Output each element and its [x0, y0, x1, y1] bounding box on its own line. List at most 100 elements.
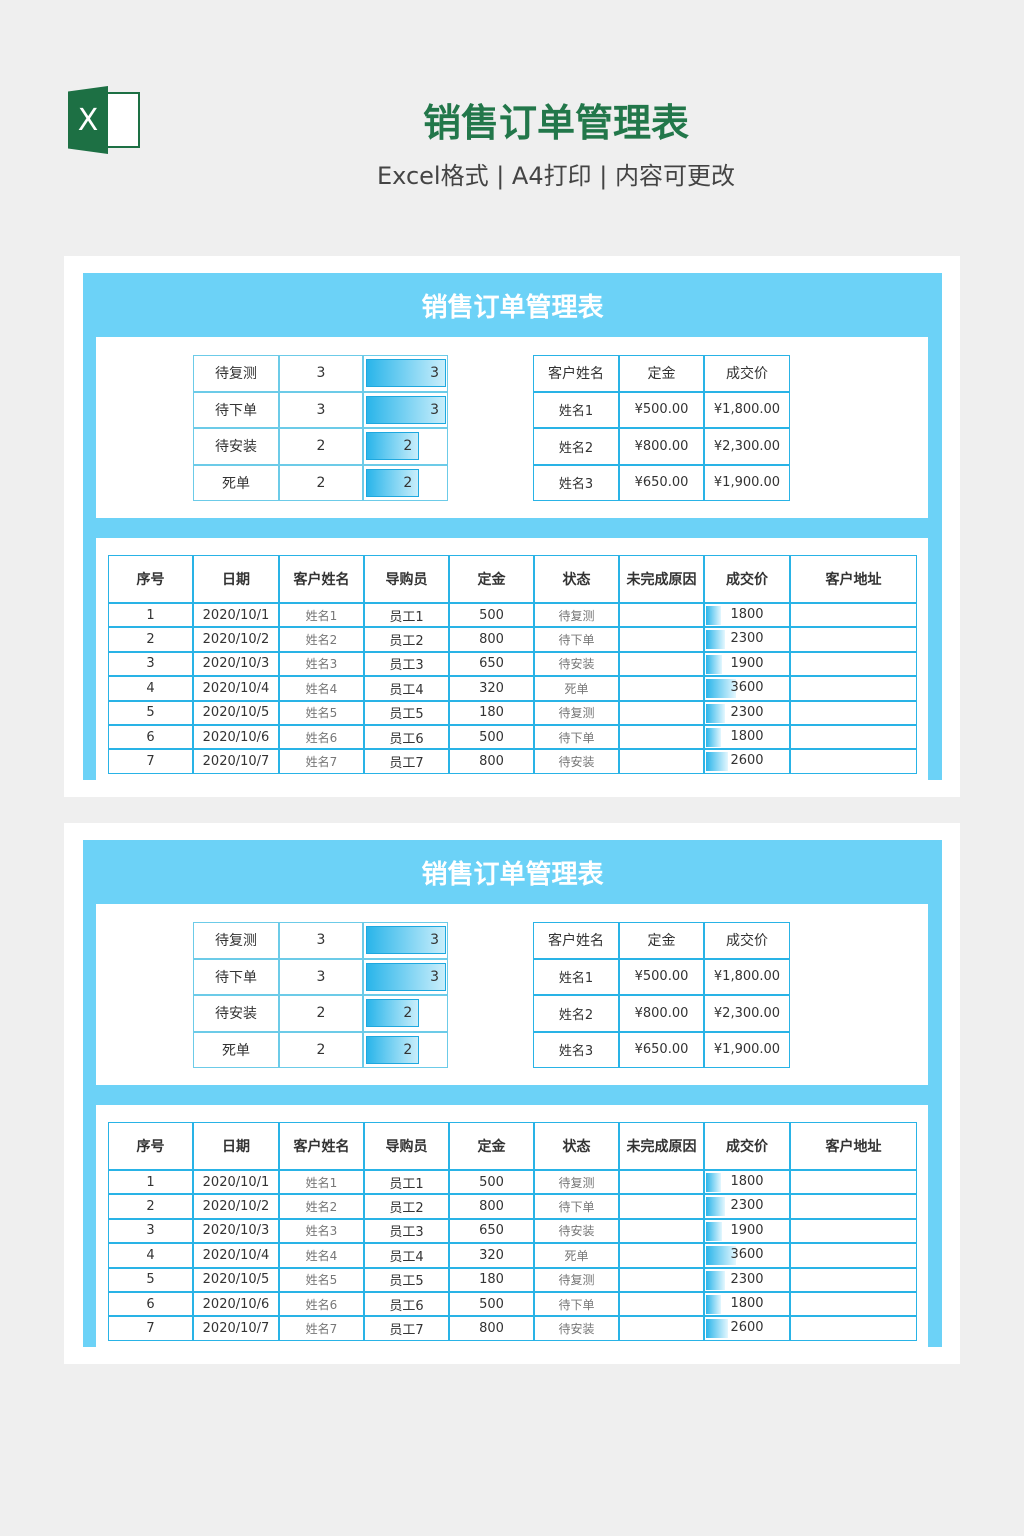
orders-cell: 姓名6	[279, 1292, 364, 1317]
orders-cell	[790, 725, 917, 750]
orders-cell: 待下单	[534, 1292, 619, 1317]
price-bar	[706, 1319, 728, 1339]
orders-cell: 800	[449, 749, 534, 774]
price-cell: 2300	[704, 1194, 790, 1219]
status-bar: 3	[366, 359, 446, 388]
orders-header: 日期	[193, 555, 279, 603]
status-count: 3	[279, 355, 363, 392]
status-count: 3	[279, 922, 363, 959]
price-cell: 1800	[704, 1292, 790, 1317]
orders-area: 序号 日期 客户姓名 导购员 定金 状态 未完成原因 成交价 客户地址 1 2020/10/1 姓名1…	[96, 1105, 928, 1347]
customer-header: 定金	[619, 922, 704, 959]
orders-cell: 待复测	[534, 1267, 619, 1292]
orders-cell	[790, 1316, 917, 1341]
customer-cell: 姓名1	[533, 391, 619, 428]
orders-cell: 2020/10/2	[193, 627, 279, 652]
orders-cell: 800	[449, 1316, 534, 1341]
orders-header: 状态	[534, 555, 619, 603]
price-cell: 3600	[704, 676, 790, 701]
customer-header: 成交价	[704, 922, 790, 959]
status-count: 2	[279, 1031, 363, 1068]
orders-cell: 待复测	[534, 603, 619, 628]
status-bar-cell: 2	[363, 1031, 448, 1068]
customer-header: 定金	[619, 355, 704, 392]
orders-cell: 2020/10/7	[193, 1316, 279, 1341]
customer-header: 客户姓名	[533, 922, 619, 959]
orders-cell	[790, 1194, 917, 1219]
orders-cell: 员工2	[364, 627, 449, 652]
orders-cell: 500	[449, 603, 534, 628]
orders-cell	[790, 1218, 917, 1244]
price-text: 1800	[730, 607, 764, 622]
orders-cell: 1	[108, 603, 193, 628]
price-bar	[706, 1295, 721, 1314]
price-bar	[706, 728, 721, 747]
orders-cell	[619, 1267, 704, 1292]
price-bar	[706, 630, 726, 650]
orders-cell: 4	[108, 1243, 193, 1268]
customer-cell: 姓名3	[533, 464, 619, 501]
status-bar: 2	[366, 1035, 420, 1064]
orders-cell: 2020/10/2	[193, 1194, 279, 1219]
orders-header: 未完成原因	[619, 555, 704, 603]
status-bar: 2	[366, 432, 420, 461]
orders-cell	[790, 603, 917, 628]
orders-cell: 650	[449, 651, 534, 677]
price-bar	[706, 654, 722, 674]
customer-cell: 姓名3	[533, 1031, 619, 1068]
orders-cell: 2	[108, 627, 193, 652]
price-bar	[706, 1221, 722, 1241]
orders-cell	[619, 1243, 704, 1268]
price-bar	[706, 752, 728, 772]
orders-header: 导购员	[364, 555, 449, 603]
orders-cell: 2020/10/5	[193, 1267, 279, 1292]
status-bar: 2	[366, 468, 420, 497]
status-count: 2	[279, 464, 363, 501]
orders-cell: 姓名6	[279, 725, 364, 750]
orders-cell: 320	[449, 676, 534, 701]
orders-cell: 姓名1	[279, 603, 364, 628]
price-text: 2300	[730, 704, 764, 720]
price-cell: 2600	[704, 1316, 790, 1341]
sheet-frame: 销售订单管理表 待复测 3 3 待下单 3 3 待安装 2 2 死单 2 2 客户姓名 定金 成交价 姓名1 ¥5…	[83, 273, 942, 780]
orders-header: 客户姓名	[279, 555, 364, 603]
orders-cell: 800	[449, 1194, 534, 1219]
price-text: 1800	[730, 729, 764, 744]
status-label: 死单	[193, 1031, 279, 1068]
orders-cell: 待安装	[534, 1316, 619, 1341]
orders-cell	[619, 676, 704, 701]
price-text: 2600	[730, 753, 764, 769]
page-subtitle: Excel格式 | A4打印 | 内容可更改	[377, 162, 735, 190]
orders-cell: 待下单	[534, 627, 619, 652]
orders-header: 序号	[108, 555, 193, 603]
orders-cell: 姓名7	[279, 1316, 364, 1341]
orders-cell: 员工1	[364, 1170, 449, 1195]
price-cell: 2300	[704, 1267, 790, 1292]
orders-cell	[790, 1243, 917, 1268]
customer-cell: ¥650.00	[619, 464, 704, 501]
orders-cell: 姓名5	[279, 1267, 364, 1292]
orders-cell: 6	[108, 1292, 193, 1317]
orders-cell: 2020/10/3	[193, 651, 279, 677]
orders-header: 定金	[449, 1122, 534, 1170]
orders-cell: 5	[108, 1267, 193, 1292]
price-bar	[706, 1197, 726, 1217]
status-bar-cell: 3	[363, 355, 448, 392]
orders-cell: 员工7	[364, 749, 449, 774]
orders-cell: 180	[449, 1267, 534, 1292]
orders-cell: 2020/10/4	[193, 676, 279, 701]
price-cell: 3600	[704, 1243, 790, 1268]
orders-cell: 320	[449, 1243, 534, 1268]
orders-cell	[619, 627, 704, 652]
price-bar	[706, 606, 721, 625]
price-cell: 1900	[704, 1218, 790, 1244]
orders-cell	[619, 749, 704, 774]
status-label: 死单	[193, 464, 279, 501]
price-text: 3600	[730, 1247, 764, 1263]
orders-cell: 姓名3	[279, 1218, 364, 1244]
orders-cell: 员工4	[364, 1243, 449, 1268]
price-text: 3600	[730, 680, 764, 696]
orders-cell: 2020/10/6	[193, 725, 279, 750]
orders-cell: 待复测	[534, 1170, 619, 1195]
